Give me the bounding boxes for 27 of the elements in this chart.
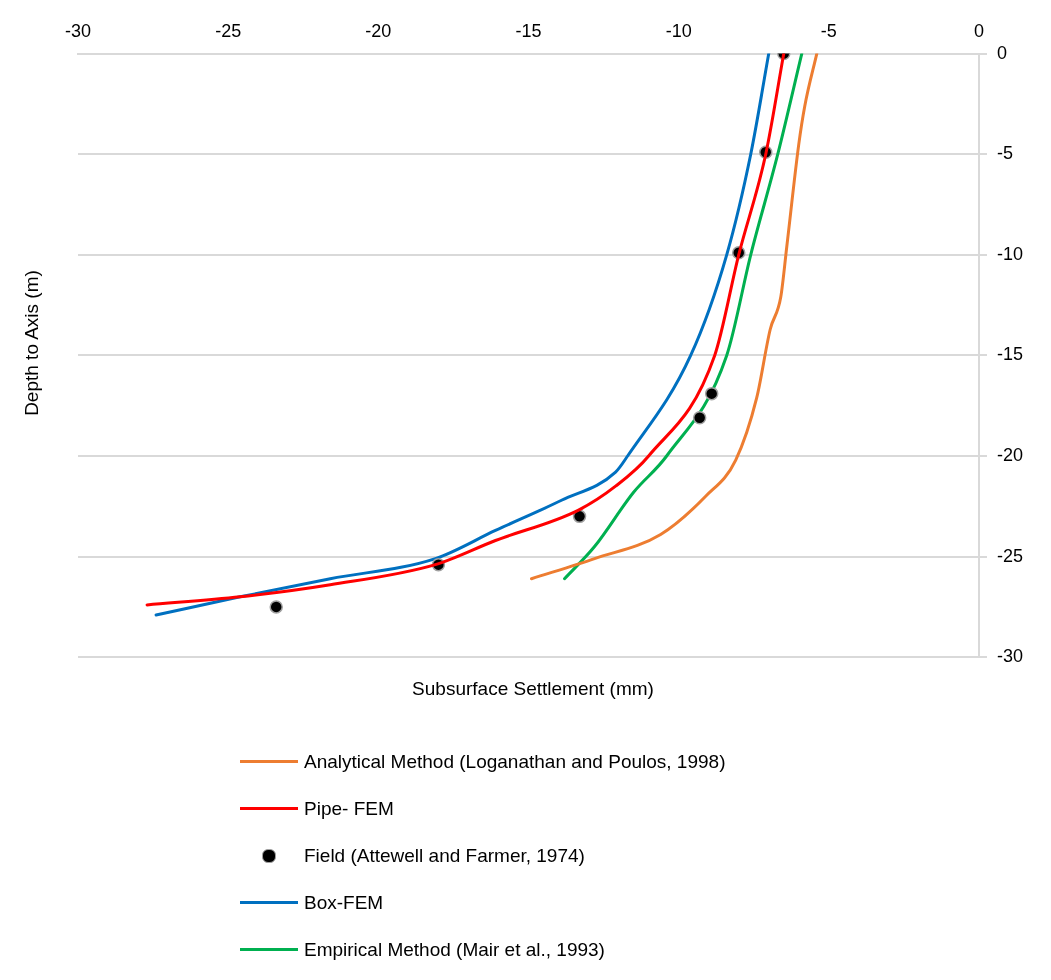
legend-label: Field (Attewell and Farmer, 1974) bbox=[304, 844, 585, 867]
point bbox=[572, 509, 587, 524]
x-axis-title: Subsurface Settlement (mm) bbox=[411, 678, 655, 700]
y-axis-title: Depth to Axis (m) bbox=[21, 270, 43, 416]
point bbox=[269, 600, 283, 614]
y-tick-label: -25 bbox=[996, 545, 1023, 566]
legend-label: Pipe- FEM bbox=[304, 797, 394, 820]
y-tick-label: -5 bbox=[996, 143, 1013, 164]
x-tick-label: 0 bbox=[973, 20, 984, 41]
y-tick-label: -10 bbox=[996, 243, 1023, 264]
line-series bbox=[563, 53, 804, 581]
x-tick-label: -15 bbox=[515, 20, 542, 41]
x-tick-label: -10 bbox=[665, 20, 692, 41]
x-tick-label: -5 bbox=[820, 20, 837, 41]
y-tick-label: -15 bbox=[996, 344, 1023, 365]
y-tick-label: -30 bbox=[996, 646, 1023, 667]
y-tick-label: 0 bbox=[996, 42, 1007, 63]
y-tick-label: -20 bbox=[996, 444, 1023, 465]
legend-label: Analytical Method (Loganathan and Poulos, 1998) bbox=[304, 750, 726, 773]
x-tick-label: -30 bbox=[64, 20, 92, 41]
legend-label: Box-FEM bbox=[304, 891, 384, 914]
point bbox=[692, 411, 707, 425]
legend-label: Empirical Method (Mair et al., 1993) bbox=[304, 938, 605, 961]
x-tick-label: -20 bbox=[365, 20, 392, 41]
x-tick-label: -25 bbox=[215, 20, 242, 41]
line-series bbox=[530, 53, 819, 581]
point bbox=[704, 386, 719, 401]
